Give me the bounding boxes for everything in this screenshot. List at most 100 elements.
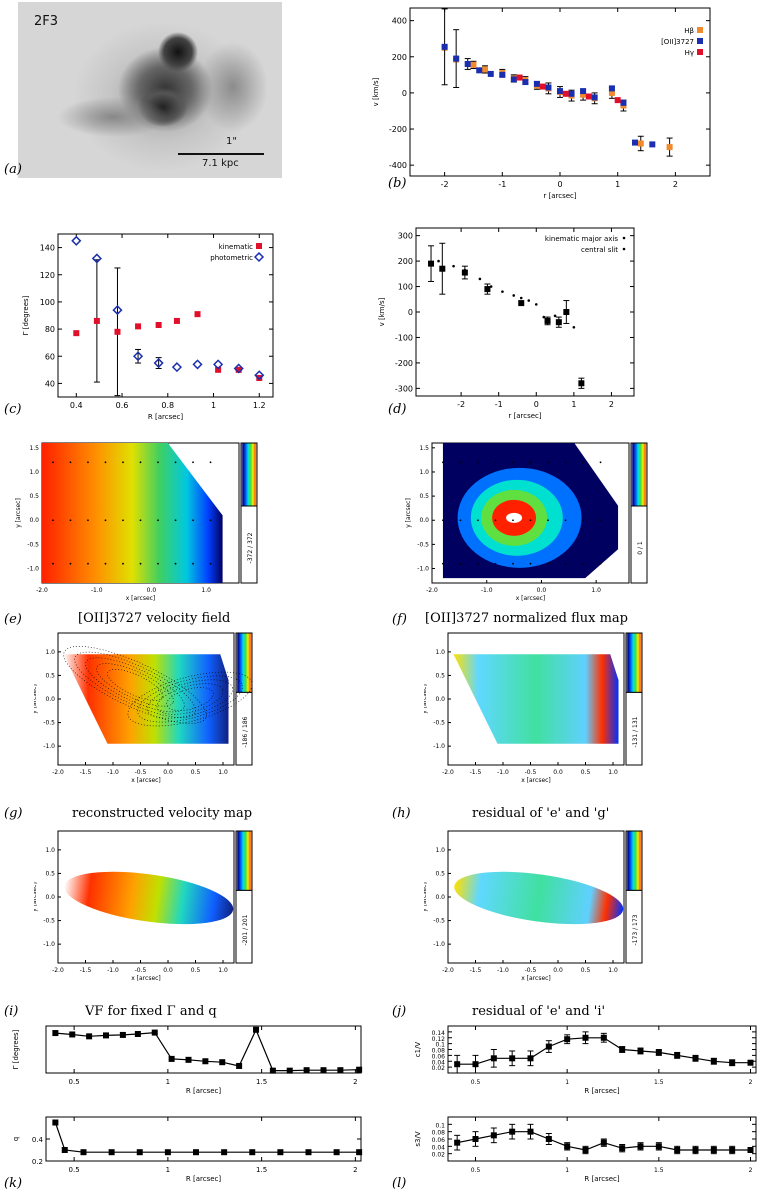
x-tick-label: -1.0 (91, 587, 103, 594)
y-tick-label: 40 (45, 379, 55, 388)
x-tick-label: -1.5 (80, 967, 92, 974)
data-point (193, 1149, 199, 1156)
y-axis-label: v [km/s] (378, 297, 386, 326)
data-point (608, 89, 615, 96)
data-point (545, 1136, 552, 1142)
data-point (269, 1067, 276, 1074)
map-g-reconstructed-map: -2.0 -1.5 -1.0 -0.5 0.0 0.5 1.0 -1.0 -0.5 0.0 0.5 1… (34, 632, 253, 784)
slit-dot (442, 562, 444, 565)
x-tick-label: 1 (565, 1079, 569, 1086)
x-tick-label: -1.0 (497, 769, 509, 776)
data-point (114, 328, 121, 335)
y-tick-label: 200 (398, 257, 413, 266)
data-point (464, 61, 471, 67)
data-point (286, 1067, 293, 1074)
data-point (729, 1059, 736, 1066)
colorbar (240, 442, 258, 507)
x-tick-label: 1.5 (256, 1078, 267, 1086)
y-tick-label: -1.0 (43, 941, 55, 948)
data-point (235, 366, 242, 373)
x-tick-label: 1.0 (591, 587, 601, 594)
data-point (73, 330, 80, 337)
data-point (516, 74, 523, 81)
data-point (519, 296, 523, 300)
x-tick-label: -2.0 (36, 587, 48, 594)
y-tick-label: -0.5 (433, 720, 445, 727)
data-point (512, 294, 516, 297)
x-tick-label: 0.5 (471, 1167, 481, 1174)
slit-dot (564, 461, 567, 464)
y-tick-label: -200 (395, 359, 413, 368)
slit-dot (104, 519, 107, 522)
data-point (563, 309, 570, 315)
colorbar-label: -201 / 201 (242, 914, 249, 945)
data-point (568, 90, 575, 97)
y-tick-label: 400 (392, 17, 407, 26)
data-point (527, 1055, 534, 1062)
slit-dot (512, 562, 514, 565)
data-point (637, 140, 644, 147)
y-tick-label: 1.5 (29, 445, 39, 452)
y-tick-label: 0.5 (435, 672, 445, 679)
data-point (632, 139, 638, 146)
data-point (472, 1061, 479, 1068)
x-axis-label: r [arcsec] (508, 412, 541, 420)
slit-dot (599, 562, 602, 565)
y-tick-label: -0.5 (433, 918, 445, 925)
data-point (580, 88, 587, 95)
slit-dot (459, 562, 462, 565)
data-point (545, 1043, 552, 1050)
panel-label-k: (k) (4, 1176, 23, 1191)
x-tick-label: 1 (166, 1078, 170, 1086)
chart-b-rotation-curve: -2 -1 0 1 2 -400 -200 0 200 400 r [arcsec] v [km/s]… (372, 7, 711, 200)
x-tick-label: 0.0 (553, 769, 563, 776)
y-tick-label: -1.0 (433, 941, 445, 948)
slit-dot (547, 461, 549, 464)
data-point (476, 67, 483, 74)
data-point (527, 299, 531, 302)
disk-map (453, 654, 619, 744)
model-ring (146, 679, 234, 719)
chart-k-gamma: 0.5 1 1.5 2 R [arcsec] Γ [degrees] (12, 1025, 363, 1095)
y-tick-label: 0.1 (435, 1042, 445, 1049)
slit-dot (87, 562, 89, 565)
data-point (233, 363, 244, 374)
x-tick-label: 1.5 (654, 1167, 664, 1174)
data-point (637, 1143, 644, 1150)
y-axis-label: y [arcsec] (424, 882, 428, 912)
slit-dot (529, 461, 532, 464)
data-point (489, 285, 493, 288)
panel-label-d: (d) (388, 402, 407, 417)
data-point (52, 1030, 59, 1037)
y-tick-label: 0.02 (432, 1065, 446, 1072)
slit-dot (582, 562, 584, 565)
legend-label: photometric (210, 254, 253, 262)
x-tick-label: 0.5 (581, 769, 591, 776)
legend-marker (256, 243, 262, 249)
x-tick-label: 0.0 (147, 587, 157, 594)
data-point (499, 71, 506, 78)
data-point (487, 70, 494, 77)
colorbar-label: -186 / 186 (242, 716, 249, 747)
x-tick-label: 0.5 (581, 967, 591, 974)
disk-map (64, 871, 234, 925)
data-point (619, 1046, 626, 1053)
colorbar-label: -372 / 372 (247, 532, 254, 563)
y-tick-label: 0.14 (432, 1030, 446, 1037)
panel-label-b: (b) (388, 176, 407, 191)
caption-e: [OII]3727 velocity field (78, 611, 231, 626)
x-tick-label: 1 (166, 1166, 170, 1174)
data-point (620, 99, 627, 106)
data-point (171, 362, 182, 373)
x-tick-label: -0.5 (525, 967, 537, 974)
x-tick-label: -1 (498, 180, 506, 189)
data-point (608, 85, 615, 92)
slit-dot (122, 461, 124, 464)
data-point (80, 1149, 87, 1156)
x-tick-label: 0.5 (69, 1078, 80, 1086)
x-axis-label: r [arcsec] (543, 192, 576, 200)
slit-dot (494, 519, 497, 522)
scale-bar (178, 153, 264, 155)
x-axis-label: x [arcsec] (521, 777, 551, 784)
x-tick-label: 2 (749, 1167, 753, 1174)
